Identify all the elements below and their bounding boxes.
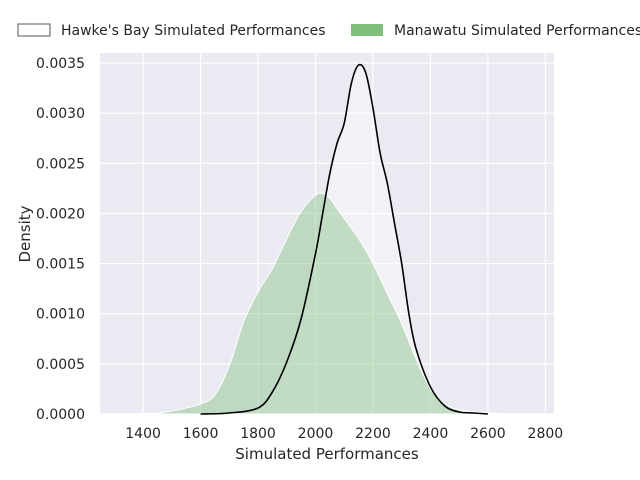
y-tick-label: 0.0035 [36, 56, 85, 72]
legend-swatch-manawatu [351, 24, 383, 36]
x-tick-label: 1800 [240, 426, 276, 442]
series-layer [125, 63, 532, 415]
x-tick-label: 1600 [183, 426, 219, 442]
y-tick-label: 0.0015 [36, 257, 85, 273]
x-axis-label: Simulated Performances [235, 445, 419, 463]
x-tick-label: 2600 [470, 426, 506, 442]
y-tick-label: 0.0030 [36, 106, 85, 122]
tick-labels: 1400 1600 1800 2000 2200 2400 2600 2800 0.0000 0.… [36, 56, 563, 442]
x-tick-label: 2000 [298, 426, 334, 442]
legend-label-manawatu: Manawatu Simulated Performances [394, 23, 640, 39]
manawatu-density-area [125, 192, 532, 415]
y-tick-label: 0.0020 [36, 206, 85, 222]
x-tick-label: 2400 [413, 426, 449, 442]
legend: Hawke's Bay Simulated Performances Manaw… [17, 23, 640, 39]
y-axis-label: Density [16, 205, 34, 262]
legend-swatch-hawkes [17, 23, 51, 37]
hawkes-bay-density-line [200, 63, 488, 415]
y-tick-label: 0.0025 [36, 156, 85, 172]
hawkes-bay-density-fill [200, 64, 488, 415]
x-tick-label: 1400 [125, 426, 161, 442]
x-tick-label: 2200 [355, 426, 391, 442]
y-tick-label: 0.0010 [36, 307, 85, 323]
y-tick-label: 0.0000 [36, 407, 85, 423]
x-tick-label: 2800 [528, 426, 564, 442]
legend-label-hawkes: Hawke's Bay Simulated Performances [61, 23, 326, 39]
y-tick-label: 0.0005 [36, 357, 85, 373]
